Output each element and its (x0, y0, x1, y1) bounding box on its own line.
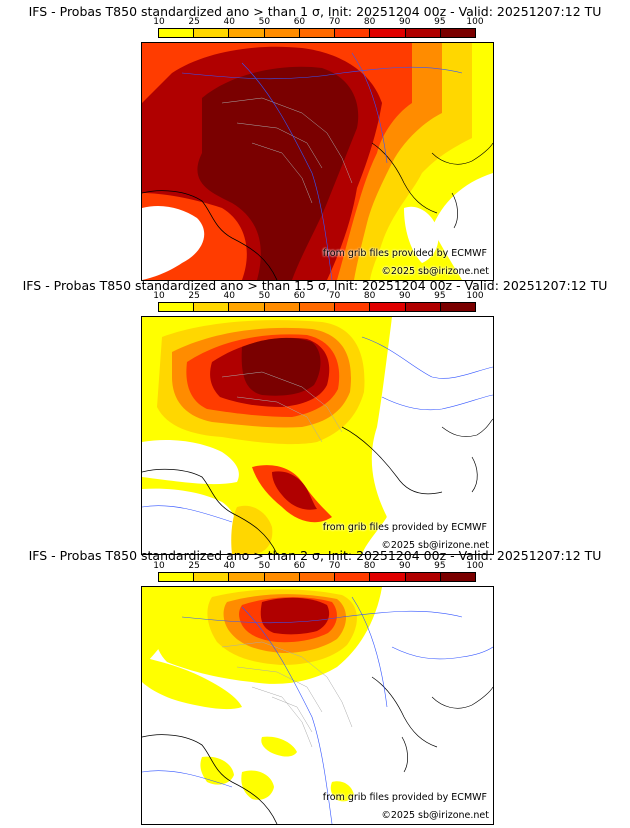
copyright-credit: ©2025 sb@irizone.net (381, 266, 489, 277)
panel-title: IFS - Probas T850 standardized ano > tha… (22, 278, 608, 293)
colorbar-tick-label: 90 (399, 291, 411, 301)
probability-map-1-5sigma: from grib files provided by ECMWF ©2025 … (141, 316, 494, 555)
colorbar-tick-label: 60 (293, 561, 306, 571)
colorbar-segment (440, 573, 475, 581)
colorbar-tick-label: 50 (258, 17, 271, 27)
colorbar-segment (370, 573, 406, 581)
colorbar-tick-label: 100 (466, 291, 484, 301)
colorbar-tick-label: 95 (434, 291, 446, 301)
copyright-credit: ©2025 sb@irizone.net (381, 540, 489, 551)
colorbar-segment (370, 29, 406, 37)
colorbar-tick-label: 90 (399, 17, 411, 27)
colorbar-tick-label: 40 (223, 291, 235, 301)
colorbar-segment (335, 303, 371, 311)
colorbar-tick-label: 10 (153, 291, 165, 301)
colorbar-tick-label: 50 (258, 561, 271, 571)
colorbar-tick-label: 80 (363, 291, 376, 301)
colorbar-labels: 10 25 40 50 60 70 80 90 95 100 (0, 291, 630, 302)
colorbar-tick-label: 50 (258, 291, 271, 301)
colorbar-segment (405, 303, 441, 311)
colorbar-tick-label: 70 (328, 561, 341, 571)
colorbar-tick-label: 90 (399, 561, 411, 571)
colorbar-segment (370, 303, 406, 311)
colorbar-labels: 10 25 40 50 60 70 80 90 95 100 (0, 561, 630, 572)
colorbar-tick-label: 25 (188, 291, 200, 301)
colorbar-segment (299, 303, 336, 311)
map-graphic (142, 317, 493, 554)
probability-map-1sigma: from grib files provided by ECMWF ©2025 … (141, 42, 494, 281)
colorbar-tick-label: 100 (466, 17, 484, 27)
panel-2: IFS - Probas T850 standardized ano > tha… (0, 278, 630, 555)
probability-map-2sigma: from grib files provided by ECMWF ©2025 … (141, 586, 494, 825)
colorbar-segment (194, 573, 230, 581)
copyright-credit: ©2025 sb@irizone.net (381, 810, 489, 821)
colorbar (158, 28, 476, 38)
colorbar-segment (405, 29, 441, 37)
colorbar-segment (440, 303, 475, 311)
colorbar-segment (229, 303, 265, 311)
colorbar-segment (440, 29, 475, 37)
colorbar-tick-label: 95 (434, 561, 446, 571)
data-source-credit: from grib files provided by ECMWF (322, 792, 487, 803)
panel-title: IFS - Probas T850 standardized ano > tha… (28, 548, 602, 563)
panel-title: IFS - Probas T850 standardized ano > tha… (28, 4, 602, 19)
colorbar-segment (194, 303, 230, 311)
colorbar-tick-label: 40 (223, 17, 235, 27)
colorbar-segment (335, 573, 371, 581)
colorbar-tick-label: 80 (363, 17, 376, 27)
colorbar-tick-label: 60 (293, 291, 306, 301)
colorbar (158, 572, 476, 582)
colorbar (158, 302, 476, 312)
colorbar-tick-label: 95 (434, 17, 446, 27)
colorbar-tick-label: 80 (363, 561, 376, 571)
colorbar-segment (264, 29, 300, 37)
colorbar-segment (229, 573, 265, 581)
colorbar-tick-label: 25 (188, 561, 200, 571)
colorbar-tick-label: 10 (153, 561, 165, 571)
data-source-credit: from grib files provided by ECMWF (322, 522, 487, 533)
colorbar-segment (264, 303, 300, 311)
panel-3: IFS - Probas T850 standardized ano > tha… (0, 548, 630, 825)
colorbar-segment (159, 303, 195, 311)
colorbar-tick-label: 25 (188, 17, 200, 27)
colorbar-segment (159, 29, 195, 37)
map-graphic (142, 43, 493, 280)
colorbar-segment (405, 573, 441, 581)
colorbar-tick-label: 40 (223, 561, 235, 571)
colorbar-segment (264, 573, 300, 581)
colorbar-tick-label: 100 (466, 561, 484, 571)
colorbar-labels: 10 25 40 50 60 70 80 90 95 100 (0, 17, 630, 28)
panel-1: IFS - Probas T850 standardized ano > tha… (0, 4, 630, 281)
colorbar-segment (335, 29, 371, 37)
colorbar-tick-label: 10 (153, 17, 165, 27)
colorbar-tick-label: 70 (328, 291, 341, 301)
colorbar-segment (299, 573, 336, 581)
colorbar-segment (229, 29, 265, 37)
colorbar-tick-label: 70 (328, 17, 341, 27)
colorbar-segment (194, 29, 230, 37)
data-source-credit: from grib files provided by ECMWF (322, 248, 487, 259)
colorbar-segment (159, 573, 195, 581)
colorbar-tick-label: 60 (293, 17, 306, 27)
map-graphic (142, 587, 493, 824)
colorbar-segment (299, 29, 336, 37)
